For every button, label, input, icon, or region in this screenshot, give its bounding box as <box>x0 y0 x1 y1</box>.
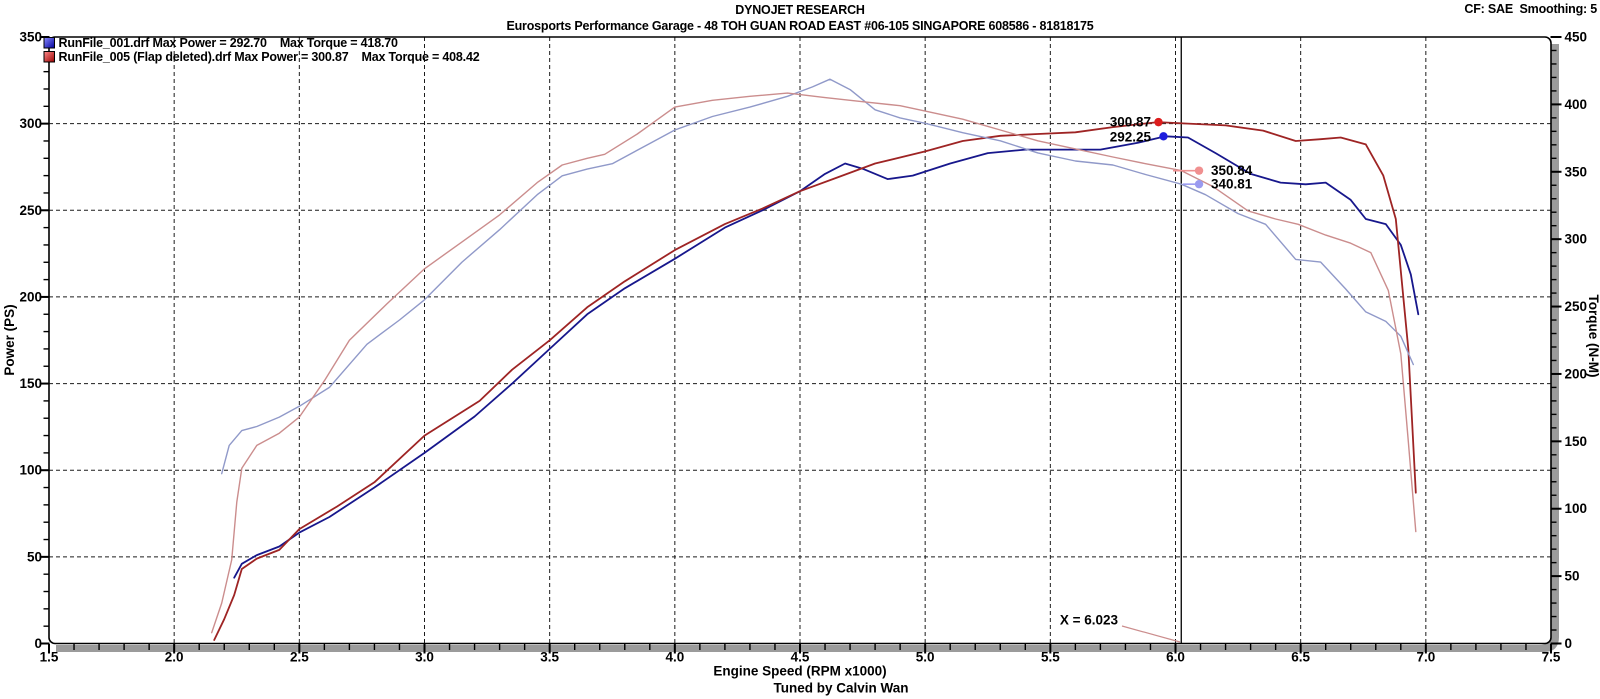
x-tick-label: 4.0 <box>665 650 684 665</box>
gridlines <box>49 37 1551 644</box>
axis-tick-labels: 1.5 2.0 2.5 3.0 3.5 4.0 4.5 5.0 5.5 6.0 6.5 7.0 7.5 0… <box>19 30 1587 665</box>
left-tick-label: 50 <box>27 549 42 564</box>
x-tick-label: 1.5 <box>40 650 59 665</box>
x-tick-label: 3.5 <box>540 650 559 665</box>
x-tick-label: 5.0 <box>916 650 935 665</box>
plot-frame <box>48 36 1552 645</box>
correction-smoothing-label: CF: SAE Smoothing: 5 <box>1464 2 1597 16</box>
cursor-x-label: X = 6.023 <box>1060 613 1119 628</box>
x-tick-label: 5.5 <box>1041 650 1060 665</box>
x-axis-title: Engine Speed (RPM x1000) <box>713 664 886 679</box>
left-tick-label: 350 <box>19 30 42 45</box>
curves-layer <box>210 78 1420 641</box>
x-tick-label: 6.5 <box>1291 650 1310 665</box>
readout-dot-2 <box>1194 166 1204 175</box>
right-axis-title: Torque (N-M) <box>1586 295 1600 378</box>
x-tick-label: 7.0 <box>1416 650 1435 665</box>
readout-dot-3 <box>1194 179 1204 189</box>
x-tick-label: 7.5 <box>1542 650 1561 665</box>
right-tick-label: 50 <box>1565 569 1580 584</box>
right-tick-label: 300 <box>1565 232 1588 247</box>
right-tick-label: 100 <box>1565 501 1588 516</box>
left-tick-label: 300 <box>19 116 42 131</box>
legend-label-run1: RunFile_001.drf Max Power = 292.70 Max T… <box>59 36 398 50</box>
right-tick-label: 400 <box>1565 97 1588 112</box>
legend: RunFile_001.drf Max Power = 292.70 Max T… <box>43 36 480 64</box>
left-tick-label: 0 <box>34 636 42 651</box>
report-title: DYNOJET RESEARCH <box>735 3 865 17</box>
right-tick-label: 200 <box>1565 366 1588 381</box>
tuner-credit: Tuned by Calvin Wan <box>773 681 908 696</box>
readout-dot-0 <box>1154 117 1163 127</box>
left-axis-title: Power (PS) <box>2 304 17 375</box>
cursor-readout-markers <box>1154 117 1204 189</box>
left-tick-label: 250 <box>19 203 42 218</box>
readout-power-run1: 292.25 <box>1110 130 1152 145</box>
shop-subtitle: Eurosports Performance Garage - 48 TOH G… <box>506 19 1093 33</box>
x-tick-label: 4.5 <box>791 650 810 665</box>
readout-power-run2: 300.87 <box>1110 115 1151 130</box>
curve-torque_runfile_001 <box>220 78 1415 475</box>
plot-frame-shadow <box>56 44 1559 652</box>
x-tick-label: 2.0 <box>165 650 184 665</box>
right-tick-label: 250 <box>1565 299 1588 314</box>
legend-swatch-run2 <box>43 51 55 63</box>
left-tick-label: 100 <box>19 463 42 478</box>
x-tick-label: 3.0 <box>415 650 434 665</box>
right-tick-label: 450 <box>1565 30 1588 45</box>
axis-ticks <box>39 36 1562 654</box>
right-tick-label: 350 <box>1565 164 1588 179</box>
curve-power_runfile_005 <box>213 121 1417 641</box>
readout-dot-1 <box>1159 132 1168 141</box>
readout-torque-run1: 340.81 <box>1211 177 1253 192</box>
right-tick-label: 150 <box>1565 434 1588 449</box>
legend-label-run2: RunFile_005 (Flap deleted).drf Max Power… <box>59 50 480 64</box>
curve-power_runfile_001 <box>233 135 1420 579</box>
readout-torque-run2: 350.84 <box>1211 163 1253 178</box>
left-tick-label: 200 <box>19 289 42 304</box>
x-tick-label: 6.0 <box>1166 650 1185 665</box>
cursor-label-leader <box>1121 625 1181 643</box>
legend-swatch-run1 <box>43 37 55 49</box>
right-tick-label: 0 <box>1565 636 1573 651</box>
x-tick-label: 2.5 <box>290 650 309 665</box>
curve-torque_runfile_005 <box>210 92 1417 634</box>
left-tick-label: 150 <box>19 376 42 391</box>
